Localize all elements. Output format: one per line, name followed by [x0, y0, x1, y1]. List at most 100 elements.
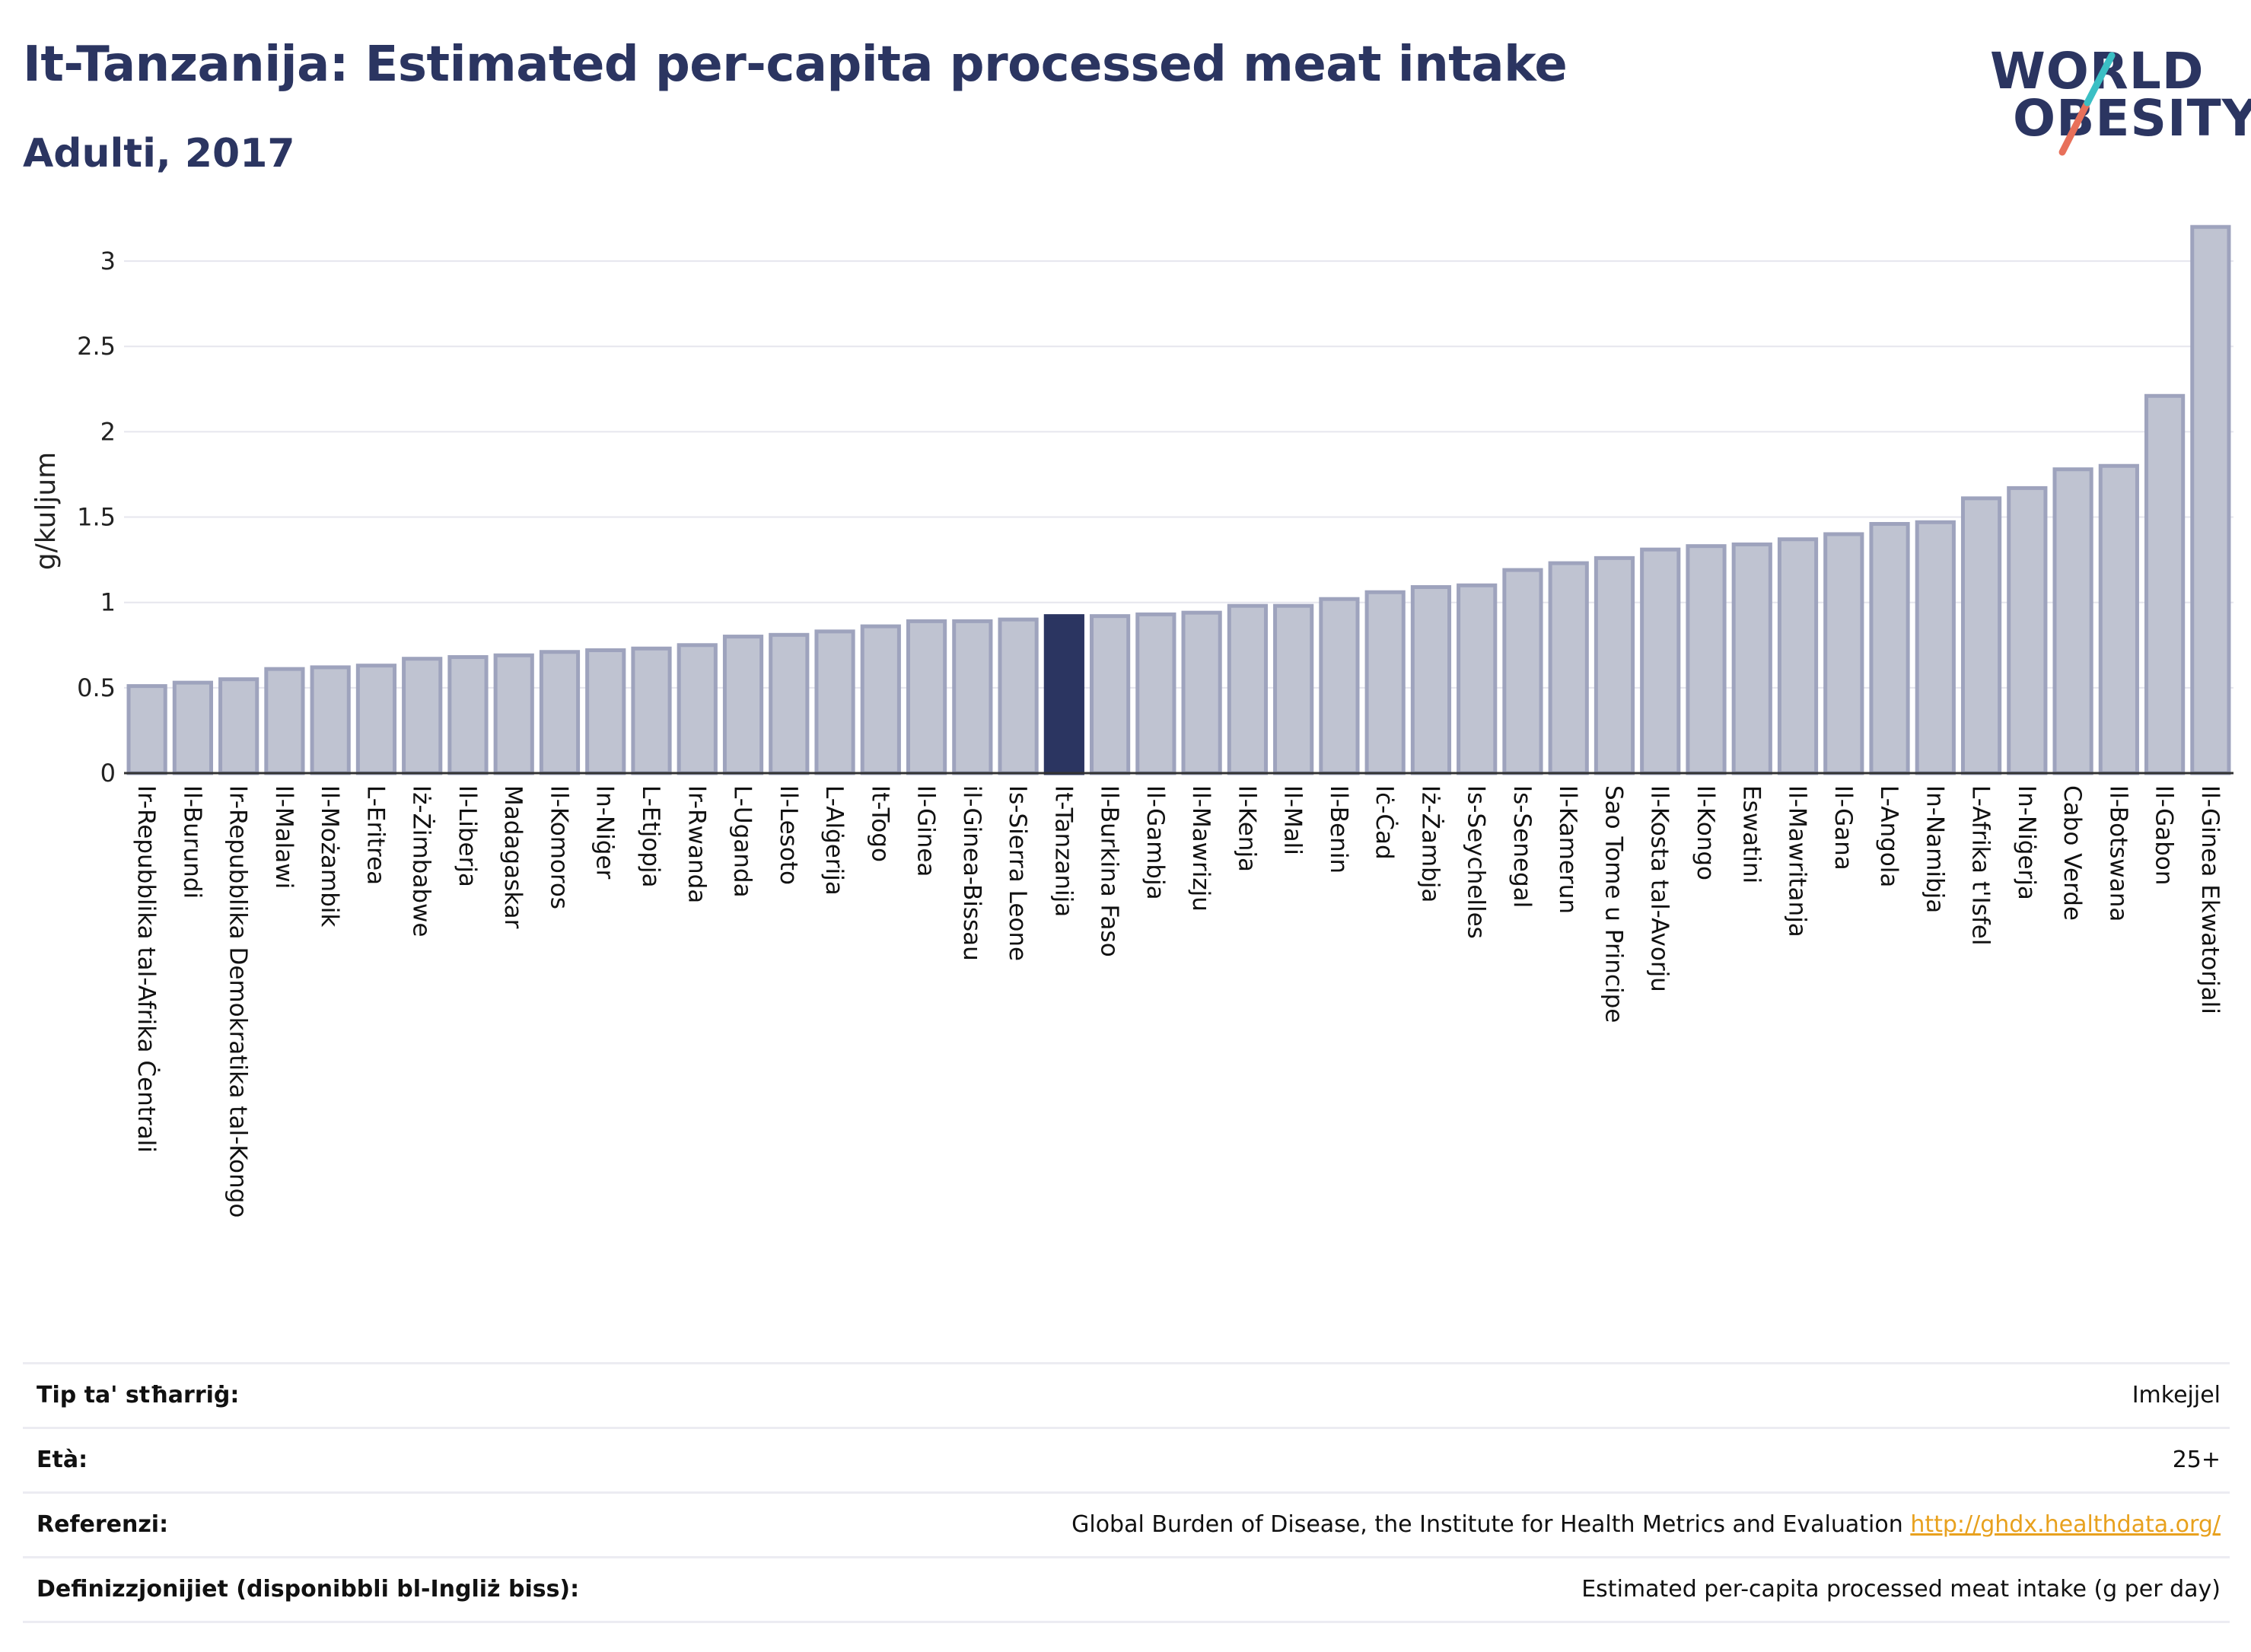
- bar: [722, 635, 764, 775]
- reference-link[interactable]: http://ghdx.healthdata.org/: [1910, 1511, 2221, 1538]
- bar: [1457, 583, 1498, 775]
- bar: [402, 657, 443, 775]
- bar: [1135, 612, 1176, 775]
- x-tick-label: Iċ-Ċad: [1371, 785, 1399, 860]
- reference-text: Global Burden of Disease, the Institute …: [1071, 1511, 1903, 1538]
- x-tick-label: Il-Benin: [1325, 785, 1352, 874]
- x-tick-label: Is-Sierra Leone: [1004, 785, 1031, 961]
- x-tick-label: Il-Ginea Ekwatorjali: [2196, 785, 2224, 1014]
- x-tick-label: Il-Kosta tal-Avorju: [1646, 785, 1673, 992]
- logo-line-2: OBESITY: [2013, 89, 2251, 148]
- bar: [1319, 597, 1360, 775]
- bar-highlighted: [1043, 614, 1084, 775]
- bar: [2098, 463, 2139, 775]
- x-tick-label: Il-Kongo: [1692, 785, 1719, 880]
- x-tick-label: In-Niġerja: [2013, 785, 2040, 900]
- bar: [2144, 393, 2186, 775]
- x-tick-label: Il-Mawrizju: [1187, 785, 1215, 912]
- x-tick-label: Il-Gana: [1829, 785, 1857, 871]
- x-tick-label: il-Ginea-Bissau: [958, 785, 985, 961]
- y-tick-label: 0.5: [77, 673, 116, 702]
- bar: [264, 667, 305, 775]
- info-key: Referenzi:: [37, 1511, 169, 1538]
- x-tick-label: Il-Botswana: [2104, 785, 2132, 921]
- x-tick-label: Madagaskar: [499, 785, 527, 929]
- x-tick-label: Il-Liberja: [454, 785, 481, 887]
- bar: [1869, 522, 1910, 775]
- bar: [1181, 610, 1222, 775]
- bars: [126, 224, 2231, 775]
- info-key: Tip ta' stħarriġ:: [37, 1382, 240, 1408]
- x-tick-label: Is-Senegal: [1508, 785, 1536, 908]
- x-tick-label: Cabo Verde: [2058, 785, 2086, 921]
- x-tick-label: Il-Mali: [1279, 785, 1307, 855]
- y-axis-label: g/kuljum: [30, 452, 62, 570]
- bar: [1823, 532, 1864, 775]
- x-tick-label: L-Etjopja: [637, 785, 664, 888]
- x-tick-label: L-Afrika t'Isfel: [1967, 785, 1995, 945]
- info-value: Global Burden of Disease, the Institute …: [1071, 1494, 2221, 1556]
- x-tick-label: L-Uganda: [729, 785, 756, 898]
- x-tick-label: Il-Lesoto: [775, 785, 802, 885]
- bar: [769, 632, 810, 775]
- info-row-age: Età: 25+: [23, 1427, 2230, 1491]
- axes: 0 0.5 1 1.5 2 2.5 3 g/kuljum: [30, 247, 2233, 788]
- x-tick-label: Sao Tome u Principe: [1600, 785, 1627, 1023]
- bar: [1777, 537, 1819, 775]
- y-tick-label: 1.5: [77, 503, 116, 532]
- bar: [998, 617, 1039, 775]
- bar: [1364, 590, 1406, 775]
- x-tick-label: Ir-Rwanda: [683, 785, 710, 903]
- y-tick-label: 2.5: [77, 332, 116, 361]
- info-row-references: Referenzi: Global Burden of Disease, the…: [23, 1491, 2230, 1556]
- info-row-survey-type: Tip ta' stħarriġ: Imkejjel: [23, 1362, 2230, 1427]
- bar: [126, 684, 167, 775]
- bar: [677, 643, 718, 775]
- x-tick-label: Ir-Repubblika tal-Afrika Ċentrali: [132, 785, 161, 1153]
- bar: [1227, 603, 1268, 775]
- page-subtitle: Adulti, 2017: [23, 131, 295, 177]
- bar: [1090, 614, 1131, 775]
- x-tick-label: Il-Burkina Faso: [1096, 785, 1123, 957]
- x-tick-label: Iż-Żimbabwe: [408, 785, 435, 937]
- x-tick-label: L-Alġerija: [820, 785, 848, 896]
- x-tick-label: Il-Gabon: [2151, 785, 2178, 885]
- bar: [447, 654, 489, 775]
- bar: [1686, 544, 1727, 775]
- x-tick-label: Il-Kamerun: [1554, 785, 1581, 914]
- bar: [539, 650, 581, 775]
- category-labels: Ir-Repubblika tal-Afrika Ċentrali Il-Buru…: [132, 785, 2224, 1218]
- bar: [814, 629, 855, 775]
- x-tick-label: Il-Ginea: [912, 785, 940, 877]
- bar: [2052, 467, 2093, 775]
- bar: [172, 680, 213, 775]
- logo-slash-icon: [2058, 52, 2116, 156]
- info-value: Imkejjel: [2132, 1382, 2221, 1408]
- bar: [1960, 496, 2002, 775]
- x-tick-label: Il-Mawritanja: [1784, 785, 1811, 937]
- x-tick-label: Il-Komoros: [545, 785, 572, 909]
- info-value: Estimated per-capita processed meat inta…: [1581, 1576, 2221, 1603]
- world-obesity-logo: WORLD OBESITY: [1990, 34, 2251, 164]
- bar: [218, 677, 259, 775]
- x-tick-label: Il-Gambja: [1141, 785, 1169, 900]
- bar: [1273, 603, 1314, 775]
- x-tick-label: Il-Burundi: [178, 785, 205, 899]
- bar: [2190, 224, 2231, 775]
- y-tick-label: 2: [100, 417, 116, 446]
- info-key: Età:: [37, 1447, 88, 1473]
- info-row-definitions: Definizzjonijiet (disponibbli bl-Ingliż …: [23, 1556, 2230, 1623]
- bar: [310, 665, 351, 775]
- x-tick-label: It-Togo: [866, 785, 893, 862]
- bar: [1502, 568, 1543, 775]
- info-key: Definizzjonijiet (disponibbli bl-Ingliż …: [37, 1576, 580, 1603]
- bar: [585, 648, 626, 775]
- x-tick-label: Is-Seychelles: [1463, 785, 1490, 939]
- bar: [1594, 555, 1635, 775]
- bar: [1915, 520, 1956, 775]
- y-tick-label: 1: [100, 588, 116, 617]
- x-tick-label: L-Angola: [1875, 785, 1902, 887]
- bar: [1731, 542, 1772, 775]
- x-tick-label: Il-Możambik: [316, 785, 343, 927]
- bar: [1410, 585, 1452, 775]
